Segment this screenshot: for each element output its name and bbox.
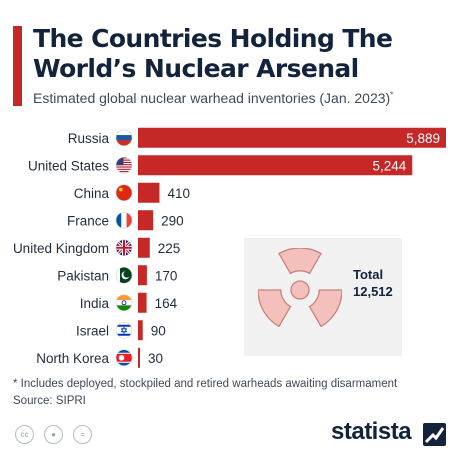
russia-flag-icon (115, 129, 133, 147)
bar (138, 182, 160, 203)
bar (138, 155, 413, 176)
north-korea-flag-icon (115, 349, 133, 367)
india-flag-icon (115, 294, 133, 312)
category-label: North Korea (36, 351, 109, 366)
total-value: 12,512 (353, 284, 393, 299)
total-label: Total (353, 267, 384, 282)
bar (138, 265, 147, 286)
cc-icon: cc (15, 425, 34, 444)
chart-title: The Countries Holding The World’s Nuclea… (33, 24, 393, 83)
bar (138, 237, 150, 258)
value-label: 410 (167, 186, 190, 201)
category-label: China (74, 186, 110, 201)
bar (138, 292, 147, 313)
category-label: France (67, 213, 109, 228)
bar-chart: Russia 5,889 United States 5,244 China 410 Fra… (13, 127, 446, 368)
footnote: * Includes deployed, stockpiled and reti… (13, 378, 398, 390)
statista-logo: statista (331, 418, 412, 445)
bar (138, 210, 154, 231)
uk-flag-icon (115, 239, 133, 257)
subtitle-text: Estimated global nuclear warhead invento… (33, 90, 391, 106)
usa-flag-icon (115, 156, 133, 174)
title-accent-bar (13, 26, 22, 106)
subtitle-footnote-mark: * (390, 90, 394, 100)
france-flag-icon (115, 211, 133, 229)
statista-logo-icon (423, 423, 446, 446)
bar (138, 127, 446, 148)
china-flag-icon (115, 184, 133, 202)
value-label: 5,889 (406, 131, 440, 146)
value-label: 290 (161, 213, 184, 228)
value-label: 225 (158, 241, 181, 256)
pakistan-flag-icon (115, 266, 133, 284)
source-note: Source: SIPRI (13, 395, 86, 407)
value-label: 170 (155, 268, 178, 283)
value-label: 90 (151, 323, 166, 338)
israel-flag-icon (115, 321, 133, 339)
radiation-icon (258, 248, 342, 328)
value-label: 5,244 (372, 158, 406, 173)
value-label: 30 (148, 351, 163, 366)
no-derivatives-icon: = (73, 425, 92, 444)
chart-subtitle: Estimated global nuclear warhead invento… (33, 90, 453, 106)
category-label: United States (28, 158, 109, 173)
attribution-icon: ● (44, 425, 63, 444)
bar (138, 347, 140, 368)
bar (138, 320, 143, 341)
category-label: Pakistan (57, 268, 109, 283)
category-label: United Kingdom (13, 241, 109, 256)
category-label: Israel (76, 323, 109, 338)
category-label: Russia (68, 131, 110, 146)
value-label: 164 (155, 296, 178, 311)
category-label: India (80, 296, 110, 311)
